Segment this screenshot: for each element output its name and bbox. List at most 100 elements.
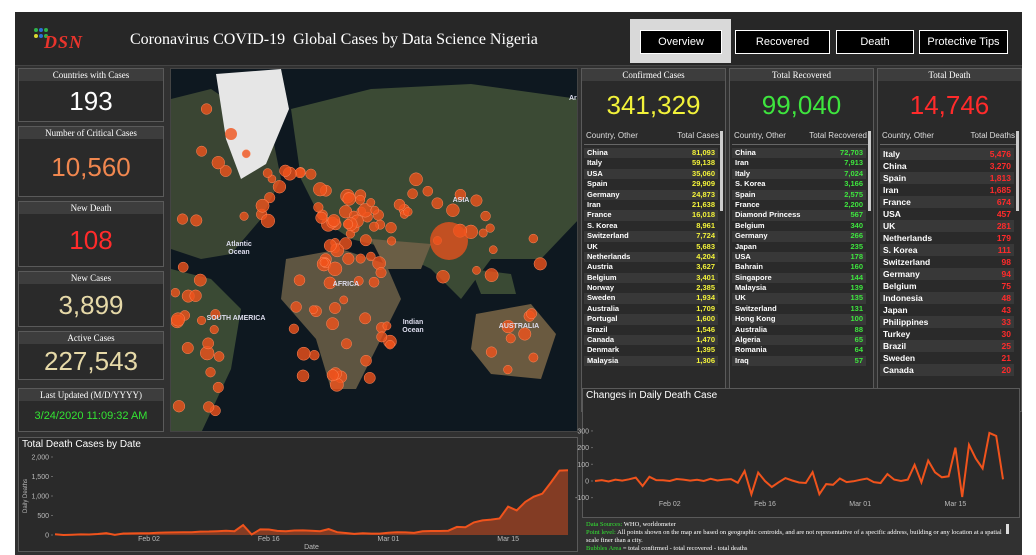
country-value: 21 xyxy=(1001,353,1011,363)
map-bubble xyxy=(313,202,324,213)
country-value: 29,909 xyxy=(692,179,715,189)
country-name: Germany xyxy=(883,269,920,279)
table-row: Japan 235 xyxy=(732,241,866,252)
country-value: 3,270 xyxy=(989,161,1011,171)
map-bubble xyxy=(342,192,356,206)
map-bubble xyxy=(368,276,380,288)
table-row: Iran 7,913 xyxy=(732,158,866,169)
table-row: Turkey 30 xyxy=(880,328,1014,340)
country-name: Netherlands xyxy=(883,233,933,243)
country-name: Singapore xyxy=(735,272,772,282)
map-bubble xyxy=(326,369,339,382)
map-label: Arct xyxy=(568,95,577,102)
table-row: Belgium 75 xyxy=(880,280,1014,292)
country-value: 20 xyxy=(1001,365,1011,375)
country-value: 8,961 xyxy=(696,220,715,230)
country-name: Portugal xyxy=(587,314,618,324)
map-bubble xyxy=(326,317,339,331)
country-name: S. Korea xyxy=(735,179,766,189)
map-bubble xyxy=(488,245,498,255)
country-name: Norway xyxy=(587,283,615,293)
map-bubble xyxy=(196,145,208,157)
map-bubble xyxy=(260,213,275,228)
map-bubble xyxy=(262,168,273,178)
map-bubble xyxy=(315,211,328,224)
table-row: Brazil 25 xyxy=(880,340,1014,352)
country-value: 144 xyxy=(850,272,863,282)
map-bubble xyxy=(327,261,343,276)
card-label: New Death xyxy=(19,202,163,214)
country-value: 2,575 xyxy=(844,189,863,199)
table-row: Belgium 340 xyxy=(732,220,866,232)
table-row: UK 5,683 xyxy=(584,241,718,252)
footer-key: Data Sources: xyxy=(586,521,623,528)
map-bubble xyxy=(212,381,224,393)
map-bubble xyxy=(341,338,352,350)
country-value: 340 xyxy=(850,220,863,230)
panel-total: 341,329 xyxy=(606,89,701,120)
table-row: USA 457 xyxy=(880,208,1014,220)
map-bubble xyxy=(293,274,306,286)
map-bubble xyxy=(241,149,251,159)
table-row: Spain 1,813 xyxy=(880,172,1014,184)
nav-tab[interactable]: Protective Tips xyxy=(919,30,1008,54)
map-bubble xyxy=(329,302,341,314)
country-value: 65 xyxy=(854,335,863,345)
map-label: ASIA xyxy=(452,197,470,204)
footer-key: Bubbles Area xyxy=(586,545,622,552)
country-value: 131 xyxy=(850,303,863,313)
card-value: 3,899 xyxy=(58,289,124,320)
land xyxy=(216,69,289,179)
table-row: France 2,200 xyxy=(732,199,866,211)
country-name: Australia xyxy=(587,303,620,313)
table-row: S. Korea 111 xyxy=(880,244,1014,256)
map-bubble xyxy=(518,327,532,341)
footer-line: Point level: All points shown on the map… xyxy=(586,529,1006,545)
country-name: USA xyxy=(587,168,603,178)
table-row: Spain 2,575 xyxy=(732,189,866,200)
map-bubble xyxy=(359,312,372,325)
table-row: Switzerland 7,724 xyxy=(584,231,718,242)
table-row: Denmark 1,395 xyxy=(584,345,718,356)
column-header: Total Recovered xyxy=(809,131,867,140)
country-name: Malaysia xyxy=(735,283,767,293)
scrollbar xyxy=(720,131,723,211)
card-value: 227,543 xyxy=(44,346,138,376)
footer-text: All points shown on the map are based on… xyxy=(586,529,1002,544)
table-row: Malaysia 139 xyxy=(732,283,866,294)
country-value: 1,685 xyxy=(989,185,1011,195)
map-bubble xyxy=(264,192,276,204)
map-label: SOUTH AMERICA xyxy=(206,315,266,322)
map-bubble xyxy=(533,257,547,271)
country-name: Iran xyxy=(587,199,601,209)
country-value: 75 xyxy=(1001,281,1011,291)
country-value: 281 xyxy=(996,221,1011,231)
table-row: Australia 1,709 xyxy=(584,303,718,315)
panel-total: 14,746 xyxy=(909,89,990,120)
country-name: Germany xyxy=(735,231,768,241)
map-bubble xyxy=(478,228,488,238)
country-name: Iraq xyxy=(735,355,749,365)
table-row: Switzerland 131 xyxy=(732,303,866,315)
map-bubble xyxy=(501,319,515,334)
country-value: 57 xyxy=(854,355,863,365)
map-canvas xyxy=(171,69,577,431)
country-name: Romania xyxy=(735,345,767,355)
nav-tab[interactable]: Recovered xyxy=(735,30,830,54)
footer-text: = total confirmed - total recovered - to… xyxy=(622,545,748,552)
map-bubble xyxy=(369,221,380,232)
map-bubble xyxy=(319,258,329,268)
table-row: Sweden 21 xyxy=(880,352,1014,364)
land xyxy=(291,84,577,299)
map-bubble xyxy=(528,352,539,363)
country-value: 72,703 xyxy=(840,148,863,157)
table-row: Singapore 144 xyxy=(732,272,866,284)
map-bubble xyxy=(323,239,337,252)
country-name: Switzerland xyxy=(735,303,777,313)
card-label: Active Cases xyxy=(19,332,163,344)
nav-tab[interactable]: Death xyxy=(836,30,914,54)
nav-tab[interactable]: Overview xyxy=(640,30,722,54)
table-row: Italy 59,138 xyxy=(584,158,718,169)
map-bubble xyxy=(393,198,406,211)
map: Arct Atlantic Ocean AFRICA ASIA SOUTH AMERIC… xyxy=(170,68,578,432)
